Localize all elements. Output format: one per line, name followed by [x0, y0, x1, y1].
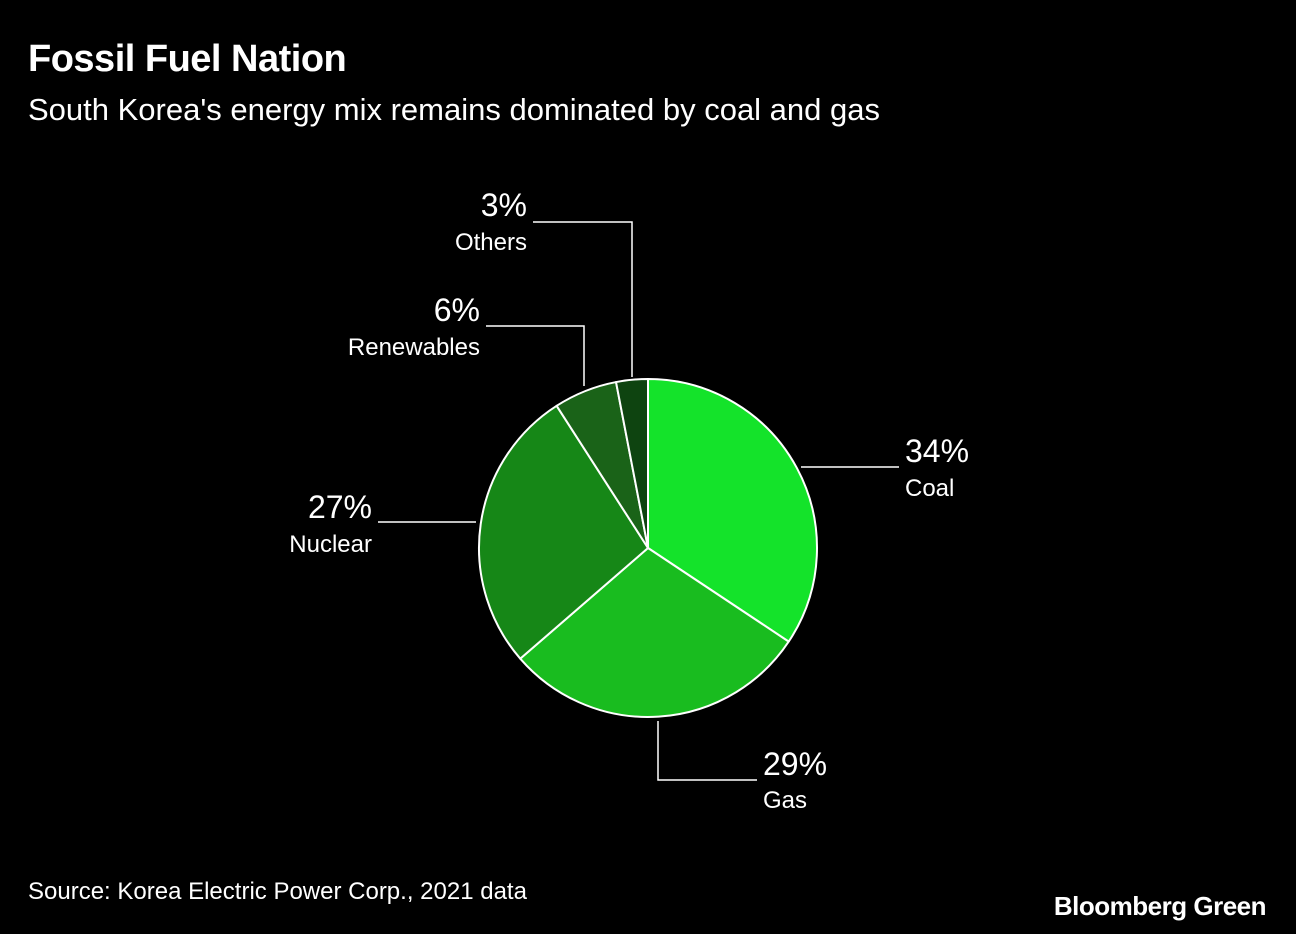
pie-slice-gas [519, 547, 790, 718]
pie-slices [478, 377, 818, 718]
slice-value-renewables: 6% [434, 292, 480, 328]
brand-logo: Bloomberg Green [1053, 891, 1267, 921]
slice-label-coal: Coal [905, 475, 954, 502]
leader-line-others [533, 221, 633, 377]
slice-label-others: Others [455, 229, 527, 256]
chart-subtitle: South Korea's energy mix remains dominat… [28, 92, 881, 127]
slice-label-nuclear: Nuclear [289, 531, 372, 558]
leader-line-gas [657, 721, 757, 781]
leader-lines [378, 221, 899, 781]
pie-slice-nuclear [478, 404, 649, 660]
source-note: Source: Korea Electric Power Corp., 2021… [28, 878, 527, 905]
slice-value-gas: 29% [763, 746, 827, 782]
leader-line-renewables [486, 325, 585, 386]
pie-slice-others [615, 377, 649, 549]
slice-value-nuclear: 27% [308, 489, 372, 525]
slice-value-coal: 34% [905, 433, 969, 469]
slice-value-others: 3% [481, 187, 527, 223]
chart-title: Fossil Fuel Nation [28, 38, 347, 80]
slice-label-renewables: Renewables [348, 334, 480, 361]
slice-label-gas: Gas [763, 787, 807, 814]
